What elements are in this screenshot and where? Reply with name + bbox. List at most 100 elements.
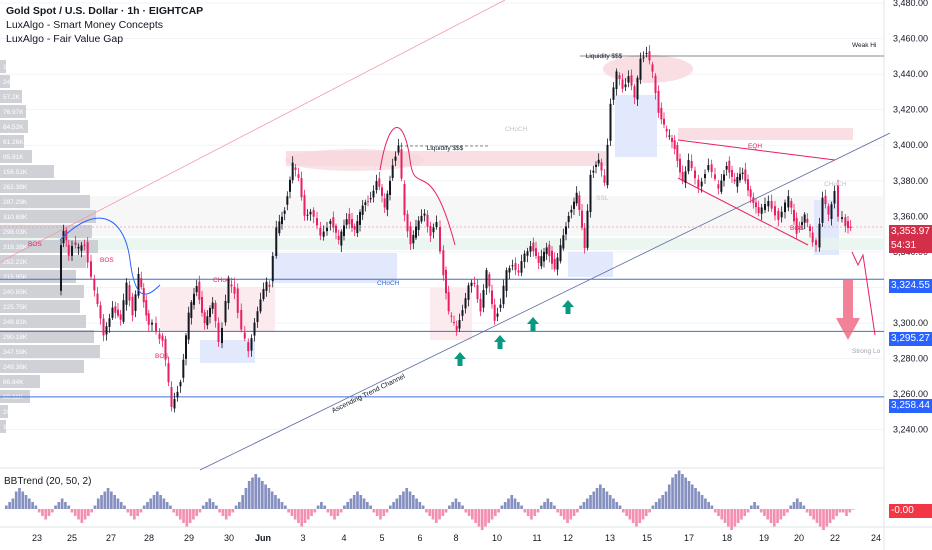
bbtrend-bar (234, 505, 238, 509)
bbtrend-bar (621, 509, 625, 513)
candle-body (145, 300, 148, 316)
candle-body (137, 273, 140, 296)
volume-profile-bar (0, 105, 26, 118)
bbtrend-bar (343, 505, 346, 509)
bbtrend-bar (477, 509, 481, 527)
candle-body (615, 71, 618, 90)
candle-body (420, 215, 423, 222)
candle-body (476, 285, 479, 300)
bbtrend-bar (599, 484, 602, 509)
candle-body (553, 258, 556, 270)
bbtrend-bar (681, 474, 684, 509)
candle-body (206, 316, 209, 326)
candle-body (633, 86, 636, 98)
candle-body (824, 195, 827, 205)
candle-body (815, 240, 817, 246)
bbtrend-bar (398, 495, 402, 509)
bbtrend-bar (411, 495, 415, 509)
x-tick-label: 30 (224, 533, 234, 543)
x-tick-label: 23 (32, 533, 42, 543)
candle-body (793, 210, 795, 222)
bbtrend-bar (21, 491, 25, 509)
bbtrend-bar (18, 488, 21, 509)
bbtrend-bar (126, 509, 130, 513)
bbtrend-bar (779, 509, 783, 520)
bbtrend-bar (671, 477, 674, 509)
bbtrend-bar (408, 491, 412, 509)
bbtrend-bar (260, 481, 264, 509)
candle-body (609, 103, 612, 141)
bbtrend-bar (733, 509, 737, 527)
bbtrend-bar (736, 509, 740, 523)
volume-profile-label: 76.97K (3, 109, 24, 116)
volume-profile-label: 318.38K (3, 244, 28, 251)
bbtrend-bar (825, 509, 829, 527)
candle-body (329, 220, 332, 224)
volume-profile-bar (0, 420, 6, 433)
bbtrend-bar (369, 505, 372, 509)
bbtrend-bar (493, 509, 497, 516)
candle-body (80, 245, 83, 251)
x-tick-label: 19 (759, 533, 769, 543)
ssl-label: SSL (596, 195, 609, 202)
bbtrend-bar (329, 509, 333, 516)
candle-body (316, 218, 318, 226)
projection-curve-red (379, 127, 456, 246)
zone-box-0 (0, 196, 884, 236)
bbtrend-bar (579, 505, 583, 509)
candle-body (278, 221, 281, 234)
bbtrend-bar (77, 509, 80, 520)
y-tick-label: 3,360.00 (893, 211, 928, 221)
bbtrend-bar (428, 509, 432, 516)
volume-profile-bar (0, 120, 28, 133)
bbtrend-bar (763, 509, 766, 516)
candle-body (543, 251, 545, 262)
bbtrend-bar (809, 509, 812, 516)
symbol-title[interactable]: Gold Spot / U.S. Dollar · 1h · EIGHTCAP (6, 5, 204, 17)
candle-body (335, 225, 337, 233)
candle-body (415, 226, 417, 238)
bbtrend-legend[interactable]: BBTrend (20, 50, 2) (4, 476, 92, 487)
x-tick-label: 18 (722, 533, 732, 543)
candle-body (161, 335, 164, 341)
volume-profile-bar (0, 330, 94, 343)
candle-body (687, 160, 690, 172)
bbtrend-bar (818, 509, 822, 527)
bbtrend-bar (123, 505, 126, 509)
bbtrend-bar (484, 509, 487, 527)
candle-body (736, 177, 739, 187)
candle-body (397, 145, 400, 153)
bbtrend-bar (720, 509, 724, 520)
candle-body (565, 226, 567, 235)
volume-profile-label: 252.22K (3, 259, 28, 266)
candle-body (176, 391, 179, 398)
bbtrend-bar (54, 505, 57, 509)
bbtrend-bar (756, 505, 760, 509)
bbtrend-bar (244, 488, 248, 509)
bbtrend-bar (516, 502, 520, 509)
volume-profile-bar (0, 150, 32, 163)
candle-body (364, 202, 367, 205)
candle-body (567, 215, 570, 223)
bbtrend-bar (152, 495, 156, 509)
candle-body (523, 253, 526, 262)
bbtrend-bar (100, 495, 103, 509)
bbtrend-bar (697, 491, 701, 509)
candle-body (119, 314, 122, 320)
bbtrend-bar (661, 495, 665, 509)
candle-body (83, 244, 86, 246)
bbtrend-bar (772, 509, 776, 527)
wedge-lower-line (677, 177, 809, 246)
bbtrend-bar (402, 491, 405, 509)
x-tick-label: 13 (605, 533, 615, 543)
candle-body (217, 322, 220, 342)
candle-body (429, 225, 432, 236)
indicator-smc[interactable]: LuxAlgo - Smart Money Concepts (6, 19, 163, 31)
bbtrend-bar (405, 488, 409, 509)
bbtrend-bar (700, 495, 704, 509)
x-tick-label: 20 (794, 533, 804, 543)
bbtrend-bar (323, 505, 327, 509)
indicator-fvg[interactable]: LuxAlgo - Fair Value Gap (6, 33, 124, 45)
